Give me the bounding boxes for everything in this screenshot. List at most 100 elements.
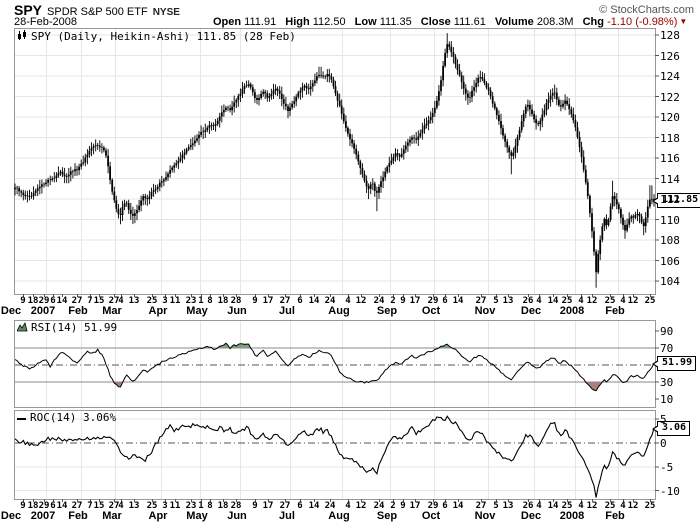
x-axis-month-label: Oct — [421, 510, 441, 522]
main-chart-title-row: SPY (Daily, Heikin-Ashi) 111.85 (28 Feb) — [17, 30, 296, 44]
x-axis-day-label: 4 — [620, 296, 626, 306]
x-axis-day-label: 15 — [93, 296, 105, 306]
x-axis-month-label: Dec — [520, 510, 542, 522]
x-axis-day-label: 14 — [547, 501, 559, 511]
x-axis-day-label: 27 — [108, 296, 120, 306]
x-axis-day-label: 6 — [442, 501, 448, 511]
x-axis-month-label: Nov — [474, 305, 496, 317]
quote-value-high: 112.50 — [309, 16, 349, 28]
roc-label: ROC(14) 3.06% — [30, 411, 117, 424]
x-axis-day-label: 25 — [561, 296, 573, 306]
quote-label-low: Low — [354, 16, 377, 28]
x-axis-day-label: 13 — [128, 296, 140, 306]
x-axis-day-label: 17 — [409, 501, 421, 511]
x-axis-day-label: 9 — [20, 296, 26, 306]
y-axis-label-price: 104 — [660, 275, 680, 288]
x-axis-day-label: 5 — [493, 501, 499, 511]
x-axis-day-label: 12 — [355, 501, 367, 511]
x-axis-day-label: 6 — [297, 501, 303, 511]
rsi-label-row: RSI(14) 51.99 — [16, 321, 118, 335]
x-axis-day-label: 1 — [198, 501, 204, 511]
x-axis-day-label: 12 — [627, 296, 639, 306]
x-axis-day-label: 5 — [493, 296, 499, 306]
x-axis-month-label: May — [186, 510, 208, 522]
line-sample-icon — [17, 412, 27, 425]
x-axis-day-label: 17 — [262, 501, 274, 511]
x-axis-day-label: 25 — [604, 501, 616, 511]
x-axis-day-label: 25 — [644, 501, 656, 511]
x-axis-day-label: 27 — [71, 501, 83, 511]
x-axis-month-label: Nov — [474, 510, 496, 522]
quote-value-open: 111.91 — [241, 16, 280, 28]
y-axis-label-roc: -5 — [660, 461, 674, 474]
x-axis-day-label: 18 — [217, 501, 229, 511]
x-axis-day-label: 8 — [207, 296, 213, 306]
quote-summary: Open 111.91 High 112.50 Low 111.35 Close… — [213, 16, 687, 28]
x-axis-day-label: 25 — [604, 296, 616, 306]
x-axis-day-label: 18 — [217, 296, 229, 306]
chg-label: Chg — [582, 16, 604, 28]
x-axis-day-label: 4 — [345, 501, 351, 511]
x-axis-month-label: Feb — [68, 510, 88, 522]
x-axis-day-label: 9 — [400, 501, 406, 511]
x-axis-day-label: 9 — [252, 501, 258, 511]
x-axis-day-label: 18 — [27, 296, 39, 306]
x-axis-month-label: Mar — [102, 305, 122, 317]
y-axis-label-price: 122 — [660, 91, 680, 104]
x-axis-day-label: 12 — [355, 296, 367, 306]
x-axis-month-label: Apr — [148, 305, 168, 317]
x-axis-month-label: Apr — [148, 510, 168, 522]
y-axis-label-price: 126 — [660, 50, 680, 63]
x-axis-day-label: 9 — [20, 501, 26, 511]
x-axis-month-label: Oct — [421, 305, 441, 317]
y-axis-label-price: 116 — [660, 152, 680, 165]
x-axis-day-label: 24 — [373, 296, 385, 306]
roc-last-value-tag: 3.06 — [651, 421, 691, 436]
x-axis-day-label: 11 — [169, 296, 181, 306]
candlestick-icon — [17, 30, 28, 44]
rsi-label: RSI(14) 51.99 — [31, 321, 118, 334]
copyright-text: © StockCharts.com — [599, 4, 694, 16]
x-axis-day-label: 23 — [185, 501, 197, 511]
x-axis-day-label: 27 — [279, 501, 291, 511]
x-axis-day-label: 6 — [297, 296, 303, 306]
x-axis-day-label: 13 — [502, 501, 514, 511]
x-axis-day-label: 23 — [185, 296, 197, 306]
x-axis-day-label: 14 — [56, 501, 68, 511]
x-axis-month-label: 2008 — [559, 510, 585, 522]
x-axis-day-label: 2 — [390, 296, 396, 306]
ticker-symbol: SPY — [14, 2, 43, 18]
x-axis-day-label: 4 — [536, 501, 542, 511]
chart-date: 28-Feb-2008 — [14, 16, 77, 28]
x-axis-day-label: 28 — [230, 501, 242, 511]
x-axis-month-label: Dec — [0, 510, 22, 522]
x-axis-day-label: 25 — [644, 296, 656, 306]
y-axis-label-roc: 0 — [660, 437, 667, 450]
quote-value-volume: 208.3M — [533, 16, 577, 28]
x-axis-day-label: 29 — [38, 501, 50, 511]
x-axis-month-label: Sep — [376, 510, 398, 522]
x-axis-month-label: Mar — [102, 510, 122, 522]
x-axis-day-label: 14 — [308, 501, 320, 511]
x-axis-day-label: 4 — [578, 296, 584, 306]
x-axis-day-label: 4 — [578, 501, 584, 511]
x-axis-day-label: 27 — [279, 296, 291, 306]
x-axis-day-label: 12 — [586, 296, 598, 306]
x-axis-day-label: 13 — [128, 501, 140, 511]
x-axis-day-label: 4 — [118, 296, 124, 306]
x-axis-day-label: 14 — [547, 296, 559, 306]
x-axis-day-label: 18 — [27, 501, 39, 511]
main-chart-title: SPY (Daily, Heikin-Ashi) 111.85 (28 Feb) — [31, 30, 296, 43]
y-axis-label-price: 124 — [660, 70, 680, 83]
x-axis-day-label: 9 — [400, 296, 406, 306]
x-axis-month-label: Jul — [279, 305, 295, 317]
x-axis-month-label: Feb — [605, 305, 625, 317]
x-axis-day-label: 17 — [262, 296, 274, 306]
x-axis-day-label: 29 — [427, 296, 439, 306]
x-axis-month-label: Sep — [376, 305, 398, 317]
security-name: SPDR S&P 500 ETF — [47, 6, 148, 18]
rsi-last-value-tag: 51.99 — [651, 356, 697, 371]
x-axis-day-label: 14 — [452, 501, 464, 511]
x-axis-month-label: Aug — [328, 305, 350, 317]
